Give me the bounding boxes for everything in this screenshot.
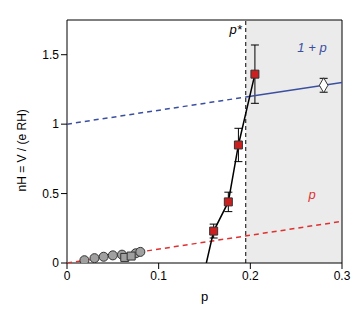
- svg-text:0.2: 0.2: [242, 269, 259, 283]
- svg-text:p: p: [201, 289, 208, 304]
- svg-text:0: 0: [64, 269, 71, 283]
- svg-text:0: 0: [52, 256, 59, 270]
- svg-text:0.3: 0.3: [334, 269, 351, 283]
- svg-text:nH = V / (e RH): nH = V / (e RH): [15, 109, 29, 191]
- svg-text:p: p: [307, 187, 315, 202]
- svg-text:0.5: 0.5: [42, 187, 59, 201]
- svg-text:1.5: 1.5: [42, 48, 59, 62]
- svg-text:1 + p: 1 + p: [297, 40, 326, 55]
- svg-text:1: 1: [52, 117, 59, 131]
- svg-text:p*: p*: [228, 22, 242, 37]
- svg-text:0.1: 0.1: [150, 269, 167, 283]
